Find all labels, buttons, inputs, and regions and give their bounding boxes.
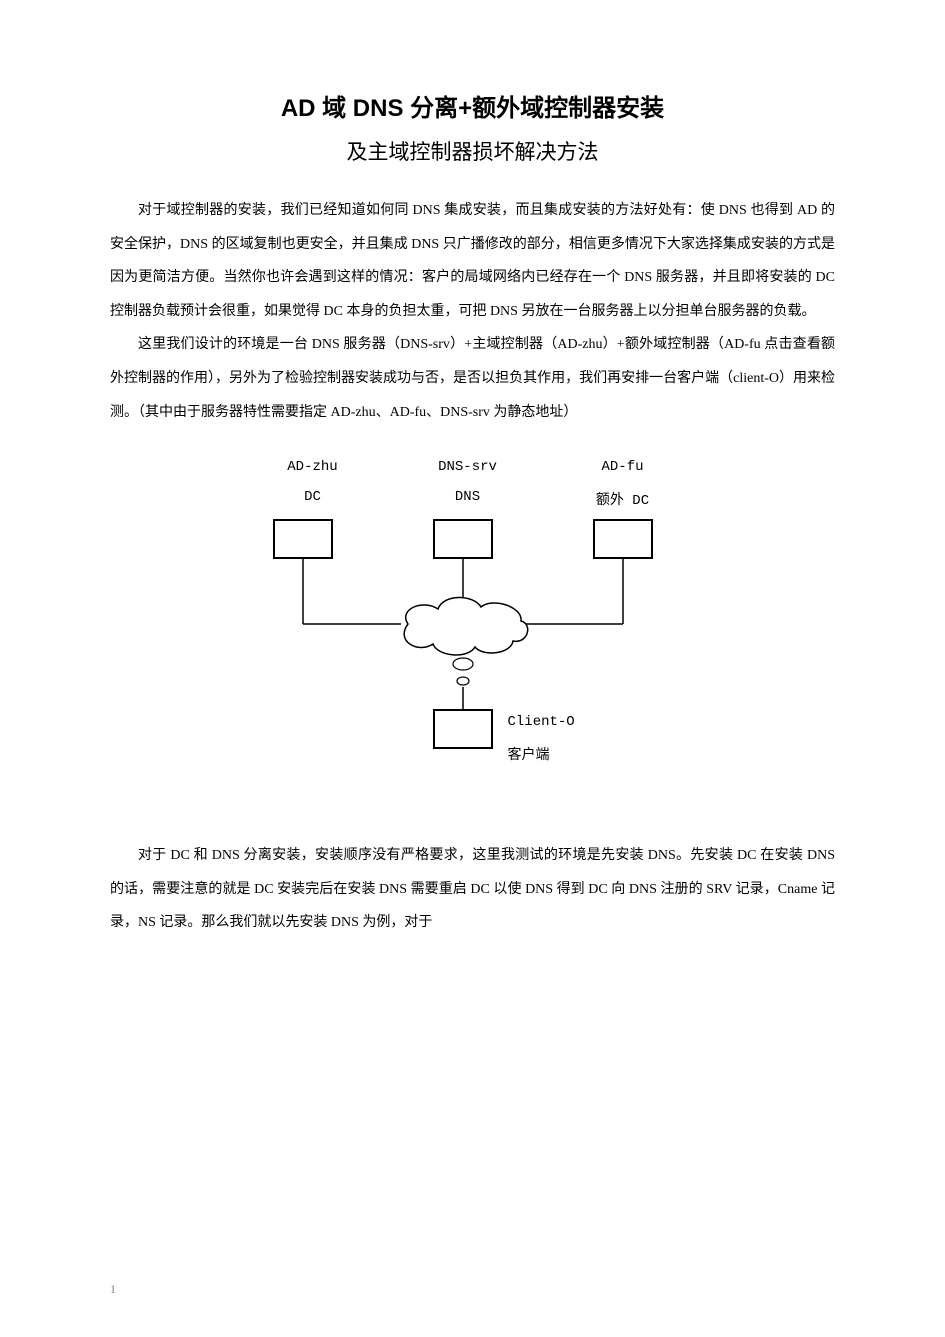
node-dns-role: DNS (423, 489, 513, 505)
node-adfu-role: 额外 DC (583, 489, 663, 509)
node-dns-name: DNS-srv (423, 459, 513, 475)
node-client-name: Client-O (508, 714, 575, 730)
node-adfu-name: AD-fu (583, 459, 663, 475)
node-client-role: 客户端 (508, 744, 550, 764)
main-title: AD 域 DNS 分离+额外域控制器安装 (110, 90, 835, 128)
node-adz-name: AD-zhu (273, 459, 353, 475)
node-client-box (433, 709, 493, 749)
node-dns-box (433, 519, 493, 559)
network-diagram: AD-zhu DC DNS-srv DNS AD-fu 额外 DC Client… (223, 459, 723, 789)
paragraph-2: 这里我们设计的环境是一台 DNS 服务器（DNS-srv）+主域控制器（AD-z… (110, 328, 835, 429)
page-number: 1 (110, 1282, 116, 1297)
node-adz-box (273, 519, 333, 559)
paragraph-1: 对于域控制器的安装，我们已经知道如何同 DNS 集成安装，而且集成安装的方法好处… (110, 194, 835, 328)
node-adz-role: DC (273, 489, 353, 505)
paragraph-3: 对于 DC 和 DNS 分离安装，安装顺序没有严格要求，这里我测试的环境是先安装… (110, 839, 835, 940)
sub-title: 及主域控制器损坏解决方法 (110, 136, 835, 170)
node-adfu-box (593, 519, 653, 559)
